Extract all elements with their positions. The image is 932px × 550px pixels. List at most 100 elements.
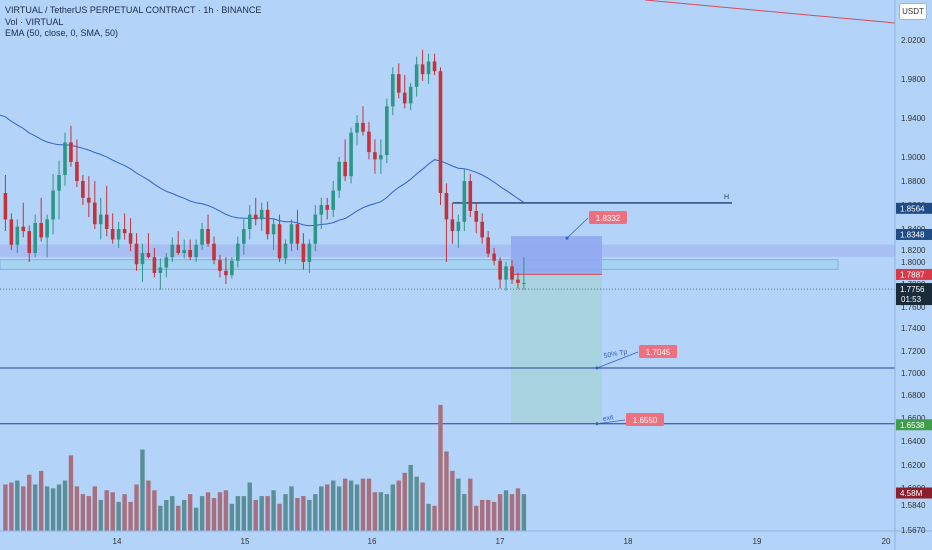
candle-body	[27, 231, 32, 253]
volume-bar	[366, 478, 372, 531]
volume-bar	[104, 490, 109, 531]
candle-body	[75, 161, 79, 181]
x-tick-label: 19	[753, 537, 762, 546]
volume-bar	[474, 505, 479, 531]
volume-bar	[164, 499, 169, 531]
candle-body	[301, 243, 306, 262]
candle-body	[247, 214, 252, 229]
candle-body	[504, 266, 508, 280]
resistance-zone	[0, 244, 895, 257]
candle-body	[45, 219, 49, 238]
candle-body	[170, 244, 175, 258]
y-tick-label: 1.8000	[901, 258, 926, 267]
volume-bar	[396, 480, 401, 531]
h-level-label: H	[724, 194, 729, 201]
x-tick-label: 14	[113, 537, 122, 546]
volume-bar	[74, 486, 80, 531]
currency-button[interactable]: USDT	[899, 3, 927, 20]
y-tick-label: 1.9400	[901, 114, 926, 123]
candle-body	[230, 260, 234, 276]
volume-bar	[342, 478, 348, 531]
volume-bar	[265, 496, 270, 531]
volume-bar	[122, 494, 127, 531]
tag-volume-box	[896, 487, 932, 499]
candle-body	[15, 226, 20, 245]
x-tick-label: 15	[241, 537, 250, 546]
volume-bar	[38, 470, 44, 531]
volume-bar	[217, 492, 223, 531]
volume-bar	[140, 449, 145, 531]
volume-bar	[193, 507, 199, 531]
candle-body	[522, 282, 526, 284]
candle-body	[188, 250, 192, 258]
volume-bar	[68, 455, 74, 531]
volume-bar	[98, 499, 103, 531]
volume-bar	[283, 494, 288, 531]
volume-bar	[146, 480, 151, 531]
candle-body	[51, 190, 55, 220]
volume-bar	[456, 478, 461, 531]
tag-exit-text: 1.6538	[900, 421, 925, 430]
y-tick-label: 1.6600	[901, 414, 926, 423]
x-tick-label: 20	[882, 537, 891, 546]
candle-body	[116, 229, 121, 240]
volume-bar	[313, 494, 318, 531]
candle-body	[468, 181, 473, 211]
target-zone	[511, 274, 602, 424]
volume-bar	[187, 494, 193, 531]
volume-bar	[289, 486, 294, 531]
candle-body	[218, 260, 222, 271]
candle-body	[343, 161, 347, 177]
volume-bar	[92, 486, 97, 531]
entry-connector	[566, 217, 589, 239]
volume-bar	[515, 488, 521, 531]
volume-bar	[462, 494, 467, 531]
volume-bar	[50, 488, 56, 531]
candle-body	[319, 205, 324, 215]
candle-body	[200, 229, 204, 245]
candle-body	[212, 243, 216, 261]
tp-tag-text: 1.7045	[646, 348, 671, 357]
exit-connector	[596, 419, 626, 425]
volume-bar	[86, 496, 92, 531]
volume-bar	[80, 494, 86, 531]
candle-body	[498, 260, 502, 280]
y-tick-label: 1.6400	[901, 437, 926, 446]
candle-body	[93, 202, 97, 225]
exit-tag-text: 1.6550	[633, 416, 658, 425]
volume-bar	[336, 486, 342, 531]
y-tick-label: 1.8200	[901, 246, 926, 255]
tag-exit-box	[896, 419, 932, 431]
candle-body	[21, 226, 26, 232]
candle-body	[361, 122, 365, 132]
volume-bar	[211, 498, 217, 531]
y-tick-label: 1.7200	[901, 347, 926, 356]
volume-bar	[468, 478, 473, 531]
candle-body	[122, 229, 127, 234]
volume-bar	[44, 486, 50, 531]
tag-countdown-text: 01:53	[901, 295, 922, 304]
candle-body	[516, 279, 520, 283]
candle-body	[81, 181, 85, 198]
volume-bar	[444, 451, 449, 531]
x-tick-label: 17	[496, 537, 505, 546]
volume-bar	[378, 492, 384, 531]
volume-bar	[414, 476, 419, 531]
volume-bar	[9, 482, 14, 531]
volume-bar	[325, 484, 330, 531]
candle-body	[182, 250, 186, 253]
volume-bar	[426, 503, 431, 531]
volume-bar	[170, 496, 175, 531]
y-tick-label: 1.8800	[901, 177, 926, 186]
candle-body	[265, 209, 270, 235]
candle-body	[110, 229, 115, 240]
volume-bar	[56, 484, 62, 531]
tag-h-level-box	[896, 202, 932, 214]
volume-bar	[450, 470, 455, 531]
volume-bar	[235, 496, 241, 531]
volume-bar	[205, 492, 211, 531]
candle-body	[402, 92, 407, 104]
